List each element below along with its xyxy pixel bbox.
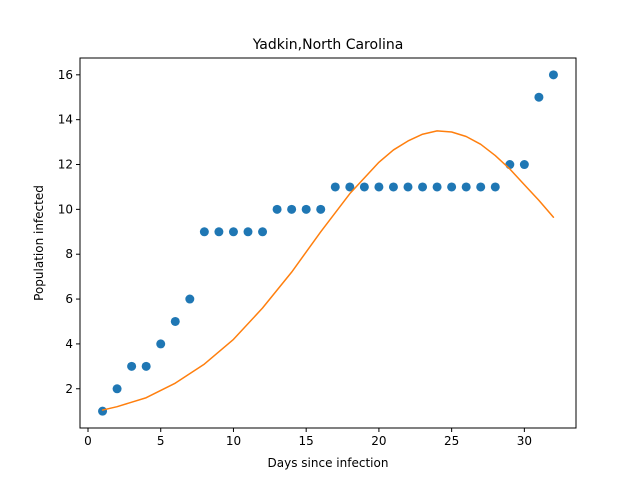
y-tick-label: 2 (65, 382, 73, 396)
axes-frame (79, 57, 577, 429)
data-point (301, 204, 311, 214)
data-point (112, 384, 122, 394)
data-point (199, 227, 209, 237)
y-tick-label: 14 (58, 113, 73, 127)
data-point (461, 182, 471, 192)
x-tick-label: 25 (444, 434, 459, 448)
data-point (505, 160, 515, 170)
fit-curve-line (101, 130, 555, 411)
y-tick-label: 4 (65, 337, 73, 351)
data-point (359, 182, 369, 192)
y-axis-label: Population infected (32, 185, 46, 301)
y-tick-label: 10 (58, 202, 73, 216)
y-tick-label: 16 (58, 68, 73, 82)
data-point (258, 227, 268, 237)
x-tick-label: 10 (226, 434, 241, 448)
data-point (534, 92, 544, 102)
x-axis-ticks: 0 5 10 15 20 25 30 (84, 428, 532, 448)
data-point (519, 160, 529, 170)
data-point (127, 361, 137, 371)
chart-title: Yadkin,North Carolina (252, 37, 404, 53)
x-axis-label: Days since infection (268, 456, 389, 470)
data-point (418, 182, 428, 192)
y-axis-ticks: 2 4 6 8 10 12 14 16 (58, 68, 80, 396)
x-tick-label: 30 (517, 434, 532, 448)
y-tick-label: 8 (65, 247, 73, 261)
data-point (185, 294, 195, 304)
x-tick-label: 15 (299, 434, 314, 448)
y-tick-label: 6 (65, 292, 73, 306)
data-point (403, 182, 413, 192)
y-tick-label: 12 (58, 158, 73, 172)
data-point (141, 361, 151, 371)
data-point (214, 227, 224, 237)
data-point (316, 204, 326, 214)
data-point (548, 70, 558, 80)
x-tick-label: 20 (371, 434, 386, 448)
data-point (490, 182, 500, 192)
data-point (156, 339, 166, 349)
data-point (170, 316, 180, 326)
data-point (330, 182, 340, 192)
x-tick-label: 0 (84, 434, 92, 448)
x-tick-label: 5 (157, 434, 165, 448)
data-point (374, 182, 384, 192)
data-point (228, 227, 238, 237)
data-point (447, 182, 457, 192)
data-point (476, 182, 486, 192)
data-point (272, 204, 282, 214)
plot-area (98, 70, 558, 416)
data-point (432, 182, 442, 192)
data-point (287, 204, 297, 214)
data-point (345, 182, 355, 192)
data-point (243, 227, 253, 237)
data-point (98, 406, 108, 416)
data-point (388, 182, 398, 192)
